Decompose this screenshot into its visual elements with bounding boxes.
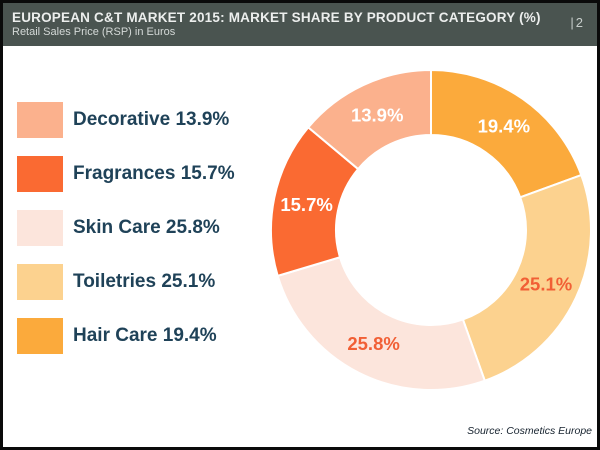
source-note: Source: Cosmetics Europe bbox=[467, 425, 592, 437]
page-number: |2 bbox=[570, 15, 585, 30]
legend-item-toiletries: Toiletries 25.1% bbox=[17, 264, 235, 300]
legend-label-hair-care: Hair Care 19.4% bbox=[73, 325, 217, 346]
donut-slice-decorative bbox=[307, 69, 432, 171]
legend-swatch-skin-care bbox=[17, 210, 63, 246]
legend-item-fragrances: Fragrances 15.7% bbox=[17, 156, 235, 192]
header-titles: EUROPEAN C&T MARKET 2015: MARKET SHARE B… bbox=[3, 10, 570, 39]
donut-value-label-toiletries: 25.1% bbox=[520, 273, 572, 294]
chart-legend: Decorative 13.9% Fragrances 15.7% Skin C… bbox=[17, 102, 235, 372]
slide-subtitle: Retail Sales Price (RSP) in Euros bbox=[12, 26, 176, 38]
legend-item-skin-care: Skin Care 25.8% bbox=[17, 210, 235, 246]
legend-swatch-decorative bbox=[17, 102, 63, 138]
slide-title: EUROPEAN C&T MARKET 2015: MARKET SHARE B… bbox=[12, 10, 541, 25]
donut-value-label-fragrances: 15.7% bbox=[280, 194, 332, 215]
legend-label-toiletries: Toiletries 25.1% bbox=[73, 271, 216, 292]
legend-item-hair-care: Hair Care 19.4% bbox=[17, 318, 235, 354]
legend-label-fragrances: Fragrances 15.7% bbox=[73, 163, 235, 184]
donut-value-label-decorative: 13.9% bbox=[351, 104, 403, 125]
donut-slice-skin-care bbox=[276, 256, 486, 391]
donut-value-label-skin-care: 25.8% bbox=[347, 333, 399, 354]
legend-label-decorative: Decorative 13.9% bbox=[73, 109, 230, 130]
donut-chart: 19.4% 25.1% 25.8% 15.7% 13.9% bbox=[270, 69, 592, 391]
donut-value-label-hair-care: 19.4% bbox=[478, 115, 530, 136]
legend-swatch-toiletries bbox=[17, 264, 63, 300]
header-bar: EUROPEAN C&T MARKET 2015: MARKET SHARE B… bbox=[3, 3, 597, 46]
legend-label-skin-care: Skin Care 25.8% bbox=[73, 217, 220, 238]
legend-swatch-fragrances bbox=[17, 156, 63, 192]
legend-item-decorative: Decorative 13.9% bbox=[17, 102, 235, 138]
legend-swatch-hair-care bbox=[17, 318, 63, 354]
donut-slice-toiletries bbox=[461, 174, 592, 382]
